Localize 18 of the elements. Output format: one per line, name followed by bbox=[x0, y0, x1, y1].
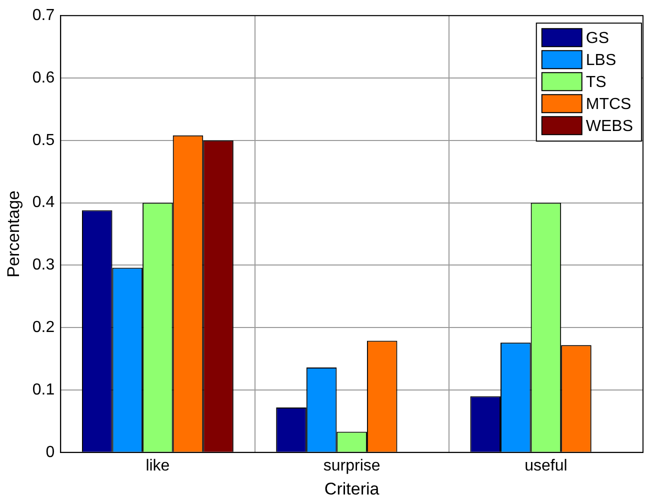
legend-label: WEBS bbox=[586, 118, 634, 136]
legend-label: GS bbox=[586, 30, 610, 48]
y-tick-label: 0.3 bbox=[32, 256, 55, 274]
legend-label: LBS bbox=[586, 52, 616, 70]
x-tick-label: useful bbox=[524, 457, 568, 474]
x-tick-label: surprise bbox=[323, 457, 380, 474]
y-tick-label: 0.7 bbox=[32, 7, 55, 24]
y-tick-label: 0 bbox=[46, 444, 55, 461]
y-tick-label: 0.6 bbox=[32, 69, 55, 86]
y-tick-label: 0.4 bbox=[32, 194, 55, 212]
legend-label: MTCS bbox=[586, 96, 632, 114]
x-tick-label: like bbox=[146, 457, 170, 474]
y-tick-label: 0.1 bbox=[32, 381, 55, 398]
x-axis-title: Criteria bbox=[324, 479, 380, 498]
y-tick-label: 0.5 bbox=[32, 132, 55, 149]
y-tick-label: 0.2 bbox=[32, 319, 55, 336]
legend-label: TS bbox=[586, 74, 606, 92]
y-axis-title: Percentage bbox=[4, 190, 23, 278]
